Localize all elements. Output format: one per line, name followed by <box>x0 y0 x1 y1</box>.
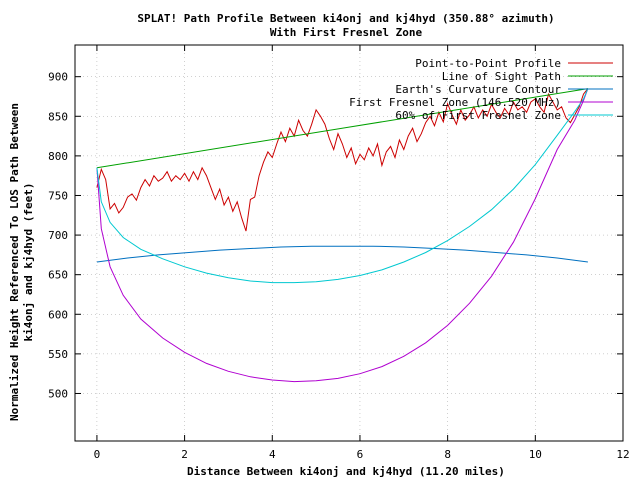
x-tick-label: 12 <box>616 448 629 461</box>
y-tick-label: 650 <box>48 269 68 282</box>
plot-frame <box>74 44 624 442</box>
series-line-earth-s-curvature-contour <box>96 245 588 263</box>
y-axis-label-line2: ki4onj and kj4hyd (feet) <box>22 183 35 342</box>
x-axis-label: Distance Between ki4onj and kj4hyd (11.2… <box>187 465 505 478</box>
y-tick-label: 700 <box>48 229 68 242</box>
series-line-first-fresnel-zone-146-520-mhz <box>96 88 589 383</box>
y-tick-label: 550 <box>48 348 68 361</box>
legend-label: Line of Sight Path <box>442 70 561 83</box>
x-tick-label: 8 <box>444 448 451 461</box>
y-tick-label: 600 <box>48 308 68 321</box>
x-tick-label: 4 <box>269 448 276 461</box>
y-tick-label: 500 <box>48 387 68 400</box>
chart-subtitle: With First Fresnel Zone <box>270 26 423 39</box>
legend-label: First Fresnel Zone (146.520 MHz) <box>349 96 561 109</box>
series-line-line-of-sight-path <box>96 88 588 169</box>
x-tick-label: 6 <box>357 448 364 461</box>
x-tick-label: 0 <box>94 448 101 461</box>
y-tick-label: 750 <box>48 189 68 202</box>
y-axis-label-line1: Normalized Height Referenced To LOS Path… <box>8 103 21 421</box>
x-tick-label: 10 <box>529 448 542 461</box>
series-line-point-to-point-profile <box>96 88 589 232</box>
tick-group: 0 2 4 6 8 10 12 500 550 600 650 700 750 800 850 900 <box>48 45 630 461</box>
y-tick-label: 900 <box>48 71 68 84</box>
y-tick-label: 850 <box>48 110 68 123</box>
legend-label: Earth's Curvature Contour <box>395 83 561 96</box>
chart-title: SPLAT! Path Profile Between ki4onj and k… <box>137 12 554 25</box>
series-group <box>96 88 589 383</box>
legend-label: 60% of First Fresnel Zone <box>395 109 561 122</box>
y-tick-label: 800 <box>48 150 68 163</box>
series-line-60-of-first-fresnel-zone <box>96 88 589 284</box>
legend-label: Point-to-Point Profile <box>415 57 561 70</box>
grid-lines <box>75 45 624 441</box>
x-tick-label: 2 <box>181 448 188 461</box>
